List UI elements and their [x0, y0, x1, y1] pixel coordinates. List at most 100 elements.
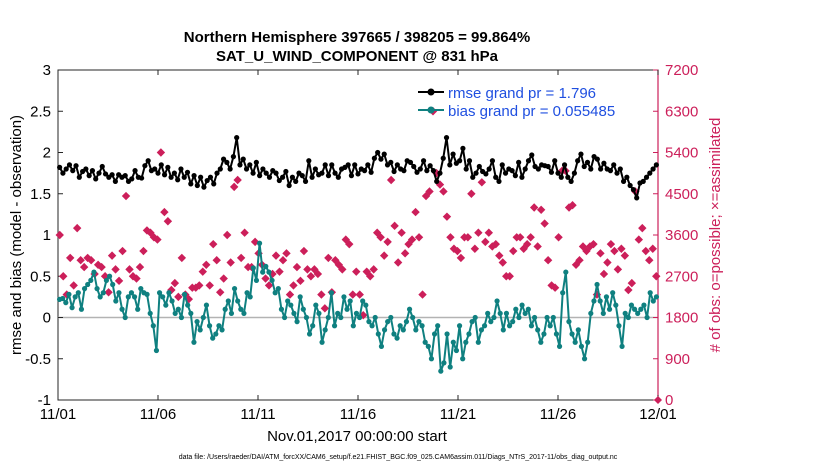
bias-point — [541, 331, 547, 337]
bias-point — [644, 314, 650, 321]
bias-point — [78, 306, 85, 312]
rmse-point — [165, 164, 171, 170]
rmse-point — [447, 162, 453, 168]
rmse-point — [594, 156, 600, 162]
rmse-point — [335, 174, 341, 180]
obs-point — [59, 272, 68, 281]
bias-point — [378, 343, 385, 349]
bias-point — [466, 331, 472, 337]
rmse-point — [525, 158, 532, 164]
obs-point — [599, 269, 609, 279]
bias-point — [97, 294, 103, 300]
bias-point — [297, 294, 303, 300]
bias-point — [122, 314, 128, 321]
x-tick-label: 11/21 — [440, 406, 476, 423]
bias-point — [635, 310, 641, 316]
y-right-tick-label: 7200 — [665, 62, 698, 79]
legend-bias-label: bias grand pr = 0.055485 — [448, 103, 615, 120]
y-right-tick-label: 2700 — [665, 268, 698, 285]
rmse-point — [201, 184, 207, 190]
obs-point — [240, 228, 249, 237]
rmse-point — [499, 162, 505, 168]
bias-point — [453, 347, 460, 354]
y-right-tick-label: 1800 — [665, 310, 698, 327]
rmse-point — [266, 174, 273, 180]
obs-point — [317, 290, 326, 299]
rmse-point — [535, 166, 541, 172]
bias-point — [406, 306, 413, 312]
bias-point — [556, 343, 563, 349]
obs-point — [366, 272, 375, 281]
bias-point — [485, 310, 491, 316]
obs-point — [114, 276, 124, 286]
bias-point — [538, 339, 544, 345]
obs-point — [324, 253, 333, 263]
obs-point — [536, 205, 546, 214]
obs-point — [477, 178, 487, 187]
bias-point — [191, 339, 197, 345]
rmse-point — [188, 181, 194, 187]
bias-point — [216, 323, 222, 329]
rmse-point — [217, 166, 223, 172]
rmse-point — [207, 174, 214, 180]
bias-point — [616, 323, 622, 329]
rmse-point — [257, 173, 263, 179]
rmse-point — [624, 174, 630, 180]
bias-point — [431, 331, 438, 337]
rmse-point — [443, 135, 450, 141]
rmse-point — [630, 187, 637, 193]
obs-point — [453, 246, 462, 256]
bias-point — [185, 302, 191, 308]
rmse-point — [420, 158, 427, 164]
rmse-point — [365, 162, 371, 168]
bias-point — [547, 323, 553, 329]
obs-point — [648, 244, 657, 253]
bias-point — [497, 310, 503, 316]
bias-point — [235, 298, 241, 304]
bias-point — [625, 314, 631, 321]
bias-point — [278, 306, 285, 312]
bias-point — [166, 290, 172, 296]
rmse-point — [381, 151, 387, 157]
x-tick-label: 12/01 — [639, 406, 677, 423]
obs-point — [617, 244, 626, 253]
obs-point — [271, 251, 281, 260]
bias-point — [606, 306, 613, 312]
bias-point — [597, 298, 603, 304]
rmse-point — [145, 158, 151, 164]
bias-point — [575, 327, 581, 333]
obs-point — [522, 239, 532, 249]
bias-point — [228, 310, 235, 316]
obs-point — [606, 239, 616, 249]
bias-point — [222, 306, 228, 312]
bias-point — [475, 339, 481, 345]
obs-point — [400, 249, 410, 258]
bias-point — [478, 327, 485, 333]
obs-point — [79, 262, 89, 272]
rmse-point — [247, 162, 253, 168]
obs-point — [76, 256, 85, 265]
obs-point — [620, 251, 630, 260]
rmse-point — [588, 166, 594, 172]
rmse-point — [545, 163, 551, 170]
bias-point — [260, 269, 266, 275]
bias-point — [322, 327, 328, 333]
obs-point — [292, 262, 302, 272]
obs-point — [589, 239, 598, 249]
rmse-point — [155, 170, 161, 176]
bias-point — [250, 265, 256, 271]
bias-point — [353, 310, 360, 316]
bias-point — [594, 281, 600, 288]
bias-point — [200, 314, 206, 321]
rmse-point — [434, 178, 440, 184]
rmse-point — [502, 170, 509, 176]
obs-point — [376, 233, 385, 242]
obs-point — [418, 290, 427, 299]
obs-point — [467, 189, 476, 198]
rmse-point — [440, 155, 446, 161]
y-tick-label: 0 — [43, 310, 51, 327]
obs-point — [634, 235, 644, 244]
rmse-point — [555, 170, 561, 176]
bias-point — [178, 314, 185, 321]
rmse-point — [302, 178, 309, 184]
